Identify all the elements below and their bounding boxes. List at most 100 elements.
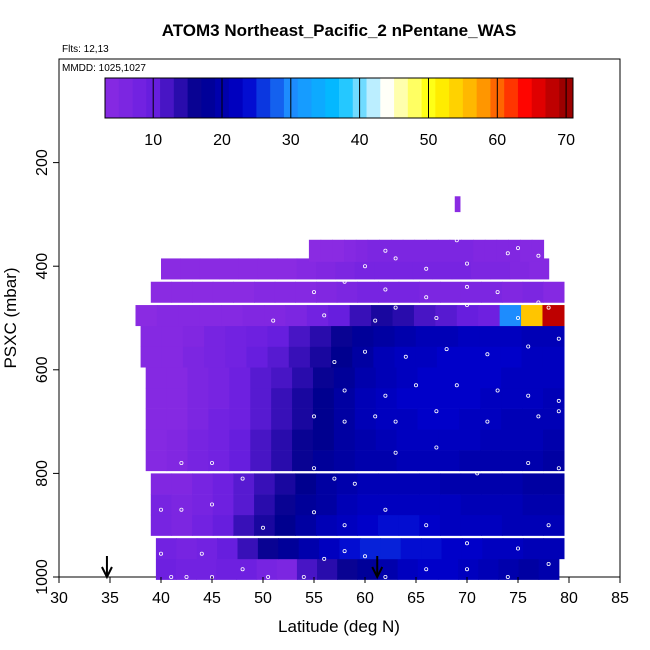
sample-point — [393, 305, 398, 310]
colorbar-tick-label: 30 — [282, 132, 300, 149]
heatmap-cell — [509, 258, 530, 280]
heatmap-cells — [135, 196, 565, 580]
y-tick-label: 600 — [34, 356, 51, 383]
sample-point — [383, 507, 388, 512]
colorbar-segment — [311, 78, 326, 118]
heatmap-cell — [171, 494, 193, 516]
sample-point — [332, 359, 337, 364]
heatmap-cell — [438, 450, 460, 472]
heatmap-cell — [415, 346, 438, 368]
colorbar-tick-label: 70 — [557, 132, 575, 149]
heatmap-cell — [521, 346, 544, 368]
heatmap-cell — [288, 346, 311, 368]
heatmap-cell — [317, 558, 338, 580]
heatmap-cell — [352, 325, 375, 347]
sample-point — [393, 450, 398, 455]
heatmap-cell — [150, 281, 173, 303]
sample-point — [158, 551, 163, 556]
heatmap-cell — [480, 387, 502, 409]
heatmap-cell — [145, 387, 168, 409]
heatmap-cell — [161, 325, 184, 347]
heatmap-cell — [542, 408, 565, 430]
heatmap-cell — [274, 281, 296, 303]
y-axis-label: PSXC (mbar) — [1, 267, 20, 368]
heatmap-cell — [264, 305, 287, 327]
heatmap-cell — [250, 387, 272, 409]
heatmap-cell — [542, 450, 565, 472]
sample-point — [383, 287, 388, 292]
heatmap-cell — [375, 408, 398, 430]
heatmap-cell — [439, 281, 462, 303]
heatmap-cell — [192, 494, 214, 516]
heatmap-cell — [354, 450, 377, 472]
heatmap-cell — [394, 325, 417, 347]
heatmap-cell — [225, 325, 248, 347]
colorbar-segment — [118, 78, 133, 118]
heatmap-cell — [229, 408, 251, 430]
sample-point — [209, 502, 214, 507]
heatmap-cell — [332, 239, 345, 262]
heatmap-cell — [225, 346, 248, 368]
colorbar-segment — [531, 78, 546, 118]
sample-point — [266, 575, 271, 580]
heatmap-cell — [481, 514, 503, 536]
sample-point — [322, 556, 327, 561]
heatmap-cell — [274, 473, 296, 495]
heatmap-cell — [308, 239, 322, 262]
sample-point — [209, 460, 214, 465]
heatmap-cell — [538, 558, 560, 580]
heatmap-cell — [277, 258, 298, 280]
heatmap-cell — [357, 514, 379, 536]
heatmap-cell — [156, 305, 179, 327]
heatmap-cell — [438, 429, 460, 451]
heatmap-cell — [250, 408, 272, 430]
heatmap-cell — [478, 305, 501, 327]
heatmap-cell — [481, 473, 503, 495]
colorbar-segment — [325, 78, 340, 118]
colorbar-segment — [380, 78, 395, 118]
heatmap-cell — [250, 450, 272, 472]
sample-point — [424, 266, 429, 271]
heatmap-cell — [145, 408, 168, 430]
heatmap-cell — [257, 538, 279, 560]
sample-point — [169, 575, 174, 580]
colorbar-tick-label: 10 — [144, 132, 162, 149]
heatmap-cell — [336, 494, 358, 516]
heatmap-cell — [333, 367, 356, 389]
heatmap-cell — [436, 325, 459, 347]
colorbar-segment — [504, 78, 519, 118]
heatmap-cell — [309, 325, 332, 347]
heatmap-cell — [438, 367, 460, 389]
heatmap-cell — [377, 558, 399, 580]
heatmap-cell — [166, 429, 189, 451]
sample-point — [393, 256, 398, 261]
sample-point — [464, 567, 469, 572]
heatmap-cell — [543, 514, 565, 536]
heatmap-cell — [278, 538, 300, 560]
heatmap-cell — [145, 429, 168, 451]
heatmap-cell — [435, 305, 458, 327]
sample-point — [546, 523, 551, 528]
colorbar-segment — [407, 78, 422, 118]
heatmap-cell — [352, 346, 375, 368]
heatmap-cell — [296, 258, 317, 280]
heatmap-cell — [439, 473, 462, 495]
colorbar-segment — [297, 78, 312, 118]
colorbar-tick-label: 40 — [351, 132, 369, 149]
colorbar-segment — [394, 78, 409, 118]
heatmap-cell — [520, 239, 533, 262]
heatmap-cell — [204, 346, 226, 368]
heatmap-cell — [171, 281, 193, 303]
heatmap-cell — [501, 367, 523, 389]
heatmap-cell — [292, 429, 314, 451]
heatmap-cell — [292, 387, 314, 409]
heatmap-cell — [426, 239, 439, 262]
colorbar-frame — [104, 77, 574, 119]
heatmap-cell — [316, 494, 338, 516]
heatmap-cell — [274, 494, 296, 516]
colorbar-segment — [339, 78, 354, 118]
heatmap-cell — [502, 538, 524, 560]
sample-point — [413, 383, 418, 388]
colorbar-segment — [476, 78, 491, 118]
heatmap-cell — [335, 258, 356, 280]
